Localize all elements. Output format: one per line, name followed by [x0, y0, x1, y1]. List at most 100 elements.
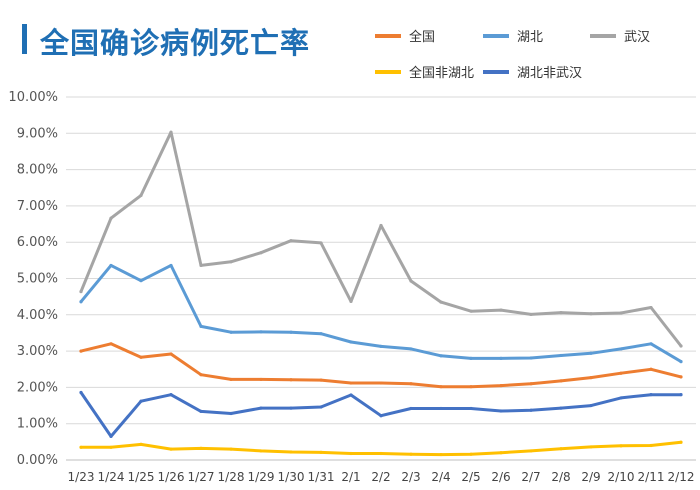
- data-point: [139, 355, 143, 359]
- data-point: [469, 356, 473, 360]
- data-point: [109, 342, 113, 346]
- data-point: [169, 263, 173, 268]
- legend-label-national-ex-hubei: 全国非湖北: [409, 66, 475, 81]
- data-point: [499, 383, 503, 388]
- legend-swatch-hubei-ex-wuhan: [483, 69, 509, 74]
- data-point: [79, 300, 83, 304]
- data-point: [409, 279, 413, 283]
- data-point: [619, 396, 623, 400]
- data-point: [139, 279, 143, 283]
- data-point: [319, 378, 323, 382]
- data-point: [679, 344, 683, 348]
- x-tick-label: 1/27: [188, 470, 215, 484]
- data-point: [229, 377, 233, 382]
- x-tick-label: 2/11: [638, 470, 665, 484]
- x-tick-label: 2/9: [581, 470, 600, 484]
- x-tick-label: 2/2: [371, 470, 390, 484]
- y-axis-ticks: 0.00% 1.00% 2.00% 3.00% 4.00% 5.00% 6.00% 7.00%…: [8, 90, 58, 468]
- x-tick-label: 2/3: [401, 470, 420, 484]
- y-tick-label: 10.00%: [8, 90, 58, 105]
- data-point: [229, 330, 233, 334]
- data-point: [589, 312, 593, 316]
- data-point: [649, 393, 653, 397]
- x-tick-label: 1/26: [158, 470, 185, 484]
- data-point: [619, 371, 623, 375]
- data-point: [499, 356, 503, 360]
- data-point: [559, 406, 563, 410]
- legend-item-national: 全国: [375, 26, 435, 45]
- data-point: [439, 406, 443, 411]
- data-point: [469, 309, 473, 313]
- data-point: [529, 356, 533, 360]
- data-point: [679, 360, 683, 364]
- data-point: [559, 379, 563, 383]
- data-point: [319, 405, 323, 409]
- data-point: [319, 450, 323, 454]
- legend-item-wuhan: 武汉: [590, 26, 650, 45]
- data-point: [409, 406, 413, 411]
- data-point: [79, 289, 83, 294]
- x-tick-label: 1/25: [128, 470, 155, 484]
- y-tick-label: 1.00%: [17, 417, 58, 432]
- data-point: [319, 332, 323, 336]
- y-tick-label: 5.00%: [17, 272, 58, 287]
- data-point: [169, 393, 173, 397]
- data-point: [349, 299, 353, 303]
- data-point: [139, 399, 143, 403]
- data-point: [469, 406, 473, 411]
- data-point: [199, 263, 203, 268]
- data-point: [379, 414, 383, 418]
- data-point: [529, 312, 533, 317]
- title-accent-bar: [22, 24, 27, 54]
- data-point: [469, 385, 473, 389]
- x-tick-label: 1/24: [98, 470, 125, 484]
- x-tick-label: 1/30: [278, 470, 305, 484]
- data-point: [289, 406, 293, 410]
- series-line-0: [79, 342, 683, 389]
- data-point: [349, 393, 353, 397]
- data-point: [499, 308, 503, 312]
- x-tick-label: 1/23: [68, 470, 95, 484]
- data-point: [139, 193, 143, 197]
- data-point: [469, 452, 473, 456]
- data-point: [289, 239, 293, 243]
- y-tick-label: 0.00%: [17, 453, 58, 468]
- data-point: [619, 444, 623, 448]
- data-point: [169, 447, 173, 451]
- data-point: [199, 446, 203, 450]
- data-point: [109, 434, 113, 439]
- chart-title: 全国确诊病例死亡率: [40, 26, 311, 60]
- data-point: [259, 449, 263, 453]
- data-point: [619, 347, 623, 351]
- data-point: [589, 375, 593, 380]
- legend-swatch-national-ex-hubei: [375, 69, 401, 74]
- x-tick-label: 2/6: [491, 470, 510, 484]
- data-point: [109, 445, 113, 449]
- data-point: [199, 409, 203, 413]
- series-lines: [79, 130, 683, 457]
- data-point: [259, 330, 263, 334]
- data-point: [379, 344, 383, 348]
- data-point: [589, 445, 593, 449]
- data-point: [649, 367, 653, 371]
- data-point: [289, 450, 293, 454]
- y-tick-label: 3.00%: [17, 344, 58, 359]
- data-point: [589, 351, 593, 355]
- legend-item-national-ex-hubei: 全国非湖北: [375, 62, 474, 81]
- data-point: [409, 347, 413, 351]
- data-point: [109, 263, 113, 268]
- data-point: [379, 223, 383, 228]
- data-point: [649, 443, 653, 448]
- data-point: [199, 324, 203, 329]
- data-point: [409, 382, 413, 386]
- data-point: [229, 411, 233, 416]
- x-tick-label: 2/4: [431, 470, 450, 484]
- data-point: [439, 385, 443, 389]
- data-point: [169, 352, 173, 356]
- data-point: [529, 382, 533, 386]
- legend-label-national: 全国: [409, 30, 436, 45]
- data-point: [619, 311, 623, 315]
- data-point: [649, 305, 653, 310]
- data-point: [289, 330, 293, 334]
- data-point: [79, 445, 83, 449]
